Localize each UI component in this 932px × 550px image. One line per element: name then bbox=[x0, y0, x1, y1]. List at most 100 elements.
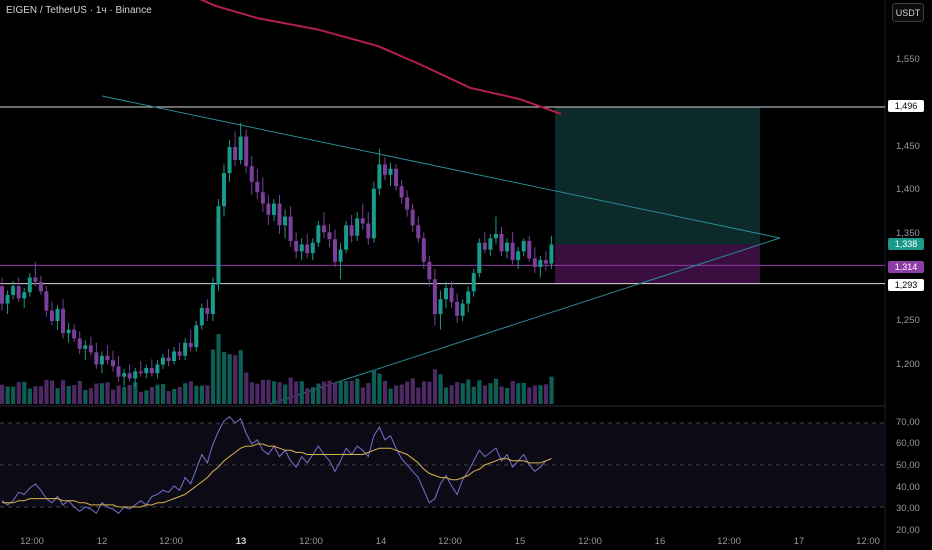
volume-bar bbox=[421, 381, 426, 404]
candle-body bbox=[499, 234, 504, 252]
candle-body bbox=[238, 136, 243, 161]
currency-button[interactable]: USDT bbox=[892, 3, 924, 22]
time-axis-label: 12:00 bbox=[856, 536, 880, 547]
candle-body bbox=[155, 364, 160, 374]
rsi-axis-label: 70,00 bbox=[896, 417, 920, 428]
candle-body bbox=[77, 338, 82, 349]
candle-body bbox=[538, 260, 543, 268]
volume-bar bbox=[210, 349, 216, 404]
candle-body bbox=[216, 206, 221, 285]
candle-body bbox=[105, 355, 110, 361]
candle-body bbox=[321, 225, 326, 233]
candle-body bbox=[22, 292, 27, 299]
candle-body bbox=[99, 355, 104, 365]
volume-bar bbox=[405, 381, 410, 404]
volume-bar bbox=[416, 387, 421, 404]
volume-bar bbox=[138, 391, 143, 404]
upper-trendline bbox=[101, 95, 781, 239]
volume-bar bbox=[527, 387, 532, 404]
volume-bar bbox=[377, 373, 382, 404]
price-tag-level: 1,314 bbox=[888, 261, 924, 273]
volume-bar bbox=[410, 378, 415, 404]
candle-body bbox=[233, 147, 238, 161]
moving-average-line bbox=[199, 0, 562, 115]
volume-bar bbox=[338, 381, 343, 404]
candle-body bbox=[144, 367, 149, 374]
volume-bar bbox=[371, 369, 377, 404]
candle-body bbox=[516, 251, 521, 261]
candle-body bbox=[482, 242, 487, 250]
candle-body bbox=[510, 242, 515, 261]
volume-bar bbox=[227, 354, 232, 404]
candle-body bbox=[149, 367, 154, 374]
volume-bar bbox=[255, 383, 260, 404]
volume-bar bbox=[160, 384, 166, 404]
volume-bar bbox=[216, 334, 221, 404]
volume-bar bbox=[205, 385, 210, 404]
volume-bar bbox=[493, 378, 499, 404]
volume-bar bbox=[260, 380, 266, 404]
volume-bar bbox=[61, 380, 66, 404]
volume-bar bbox=[516, 383, 521, 404]
volume-bar bbox=[199, 385, 204, 404]
candle-body bbox=[5, 294, 10, 304]
volume-bar bbox=[382, 380, 388, 404]
candle-body bbox=[532, 258, 537, 268]
volume-bar bbox=[444, 387, 449, 404]
volume-bar bbox=[305, 388, 310, 404]
volume-bar bbox=[111, 389, 116, 404]
volume-bar bbox=[49, 380, 55, 404]
volume-bar bbox=[299, 381, 304, 404]
candle-body bbox=[377, 164, 382, 189]
volume-bar bbox=[427, 381, 432, 404]
volume-bar bbox=[510, 381, 515, 404]
candle-body bbox=[305, 244, 310, 254]
candle-body bbox=[416, 225, 421, 239]
volume-bar bbox=[55, 388, 60, 404]
volume-bar bbox=[532, 385, 537, 404]
volume-bar bbox=[77, 380, 82, 404]
candle-body bbox=[199, 307, 204, 326]
volume-bar bbox=[5, 386, 10, 404]
volume-bar bbox=[333, 382, 338, 404]
price-axis-label: 1,550 bbox=[896, 54, 920, 65]
volume-bar bbox=[399, 384, 404, 404]
candle-body bbox=[410, 209, 415, 226]
candle-body bbox=[288, 216, 293, 241]
volume-bar bbox=[188, 381, 193, 404]
volume-bar bbox=[294, 381, 299, 404]
time-axis-label: 16 bbox=[654, 536, 666, 547]
time-axis-label: 12:00 bbox=[578, 536, 602, 547]
candle-body bbox=[455, 301, 460, 316]
candle-body bbox=[299, 244, 304, 252]
volume-bar bbox=[366, 383, 371, 404]
volume-bar bbox=[449, 385, 454, 404]
volume-bar bbox=[394, 385, 399, 404]
candle-body bbox=[471, 273, 476, 292]
time-axis-label: 12:00 bbox=[159, 536, 183, 547]
candle-body bbox=[271, 203, 276, 215]
time-axis-label: 12:00 bbox=[717, 536, 741, 547]
price-axis-label: 1,400 bbox=[896, 184, 920, 195]
candle-body bbox=[88, 345, 93, 353]
volume-bar bbox=[521, 383, 526, 404]
volume-bar bbox=[27, 388, 32, 404]
volume-bar bbox=[16, 382, 21, 404]
volume-bar bbox=[455, 382, 460, 404]
candle-body bbox=[493, 234, 498, 239]
volume-bar bbox=[244, 372, 249, 404]
candle-body bbox=[166, 357, 171, 362]
time-axis-label: 12 bbox=[96, 536, 108, 547]
volume-bar bbox=[155, 384, 160, 404]
volume-bar bbox=[488, 383, 493, 404]
volume-bar bbox=[349, 380, 354, 404]
take-profit-zone bbox=[555, 106, 760, 245]
rsi-axis-label: 30,00 bbox=[896, 503, 920, 514]
candle-body bbox=[116, 366, 121, 377]
candle-body bbox=[344, 225, 349, 250]
volume-bar bbox=[177, 387, 182, 404]
candle-body bbox=[543, 260, 548, 264]
candle-body bbox=[294, 240, 299, 252]
